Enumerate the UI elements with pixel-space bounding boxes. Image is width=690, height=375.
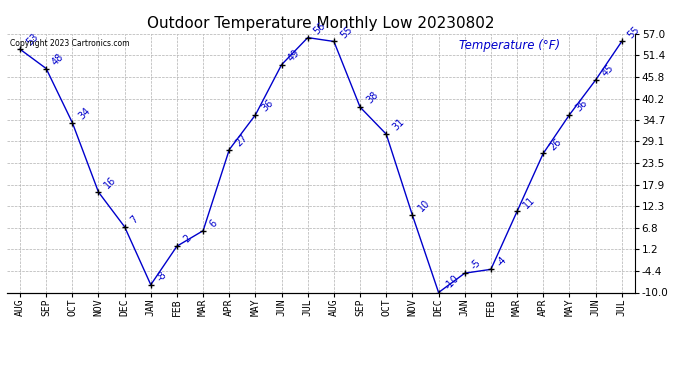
Text: -4: -4: [495, 254, 509, 268]
Text: 11: 11: [521, 194, 537, 210]
Text: 6: 6: [207, 218, 219, 229]
Text: 34: 34: [77, 105, 92, 121]
Text: 36: 36: [573, 98, 589, 114]
Text: 7: 7: [129, 214, 140, 225]
Text: 53: 53: [24, 32, 40, 48]
Text: 26: 26: [547, 136, 563, 152]
Text: 2: 2: [181, 233, 193, 245]
Text: 38: 38: [364, 90, 380, 106]
Text: 27: 27: [233, 132, 249, 148]
Text: -8: -8: [155, 270, 169, 284]
Text: 31: 31: [391, 117, 406, 133]
Text: Temperature (°F): Temperature (°F): [459, 39, 560, 52]
Text: 56: 56: [312, 20, 328, 36]
Text: 10: 10: [417, 198, 433, 214]
Text: 48: 48: [50, 51, 66, 67]
Text: -10: -10: [443, 273, 461, 291]
Text: 55: 55: [626, 24, 642, 40]
Text: -5: -5: [469, 258, 483, 272]
Text: 16: 16: [103, 175, 119, 191]
Title: Outdoor Temperature Monthly Low 20230802: Outdoor Temperature Monthly Low 20230802: [147, 16, 495, 31]
Text: Copyright 2023 Cartronics.com: Copyright 2023 Cartronics.com: [10, 39, 130, 48]
Text: 55: 55: [338, 24, 354, 40]
Text: 49: 49: [286, 48, 302, 63]
Text: 36: 36: [259, 98, 275, 114]
Text: 45: 45: [600, 63, 615, 79]
